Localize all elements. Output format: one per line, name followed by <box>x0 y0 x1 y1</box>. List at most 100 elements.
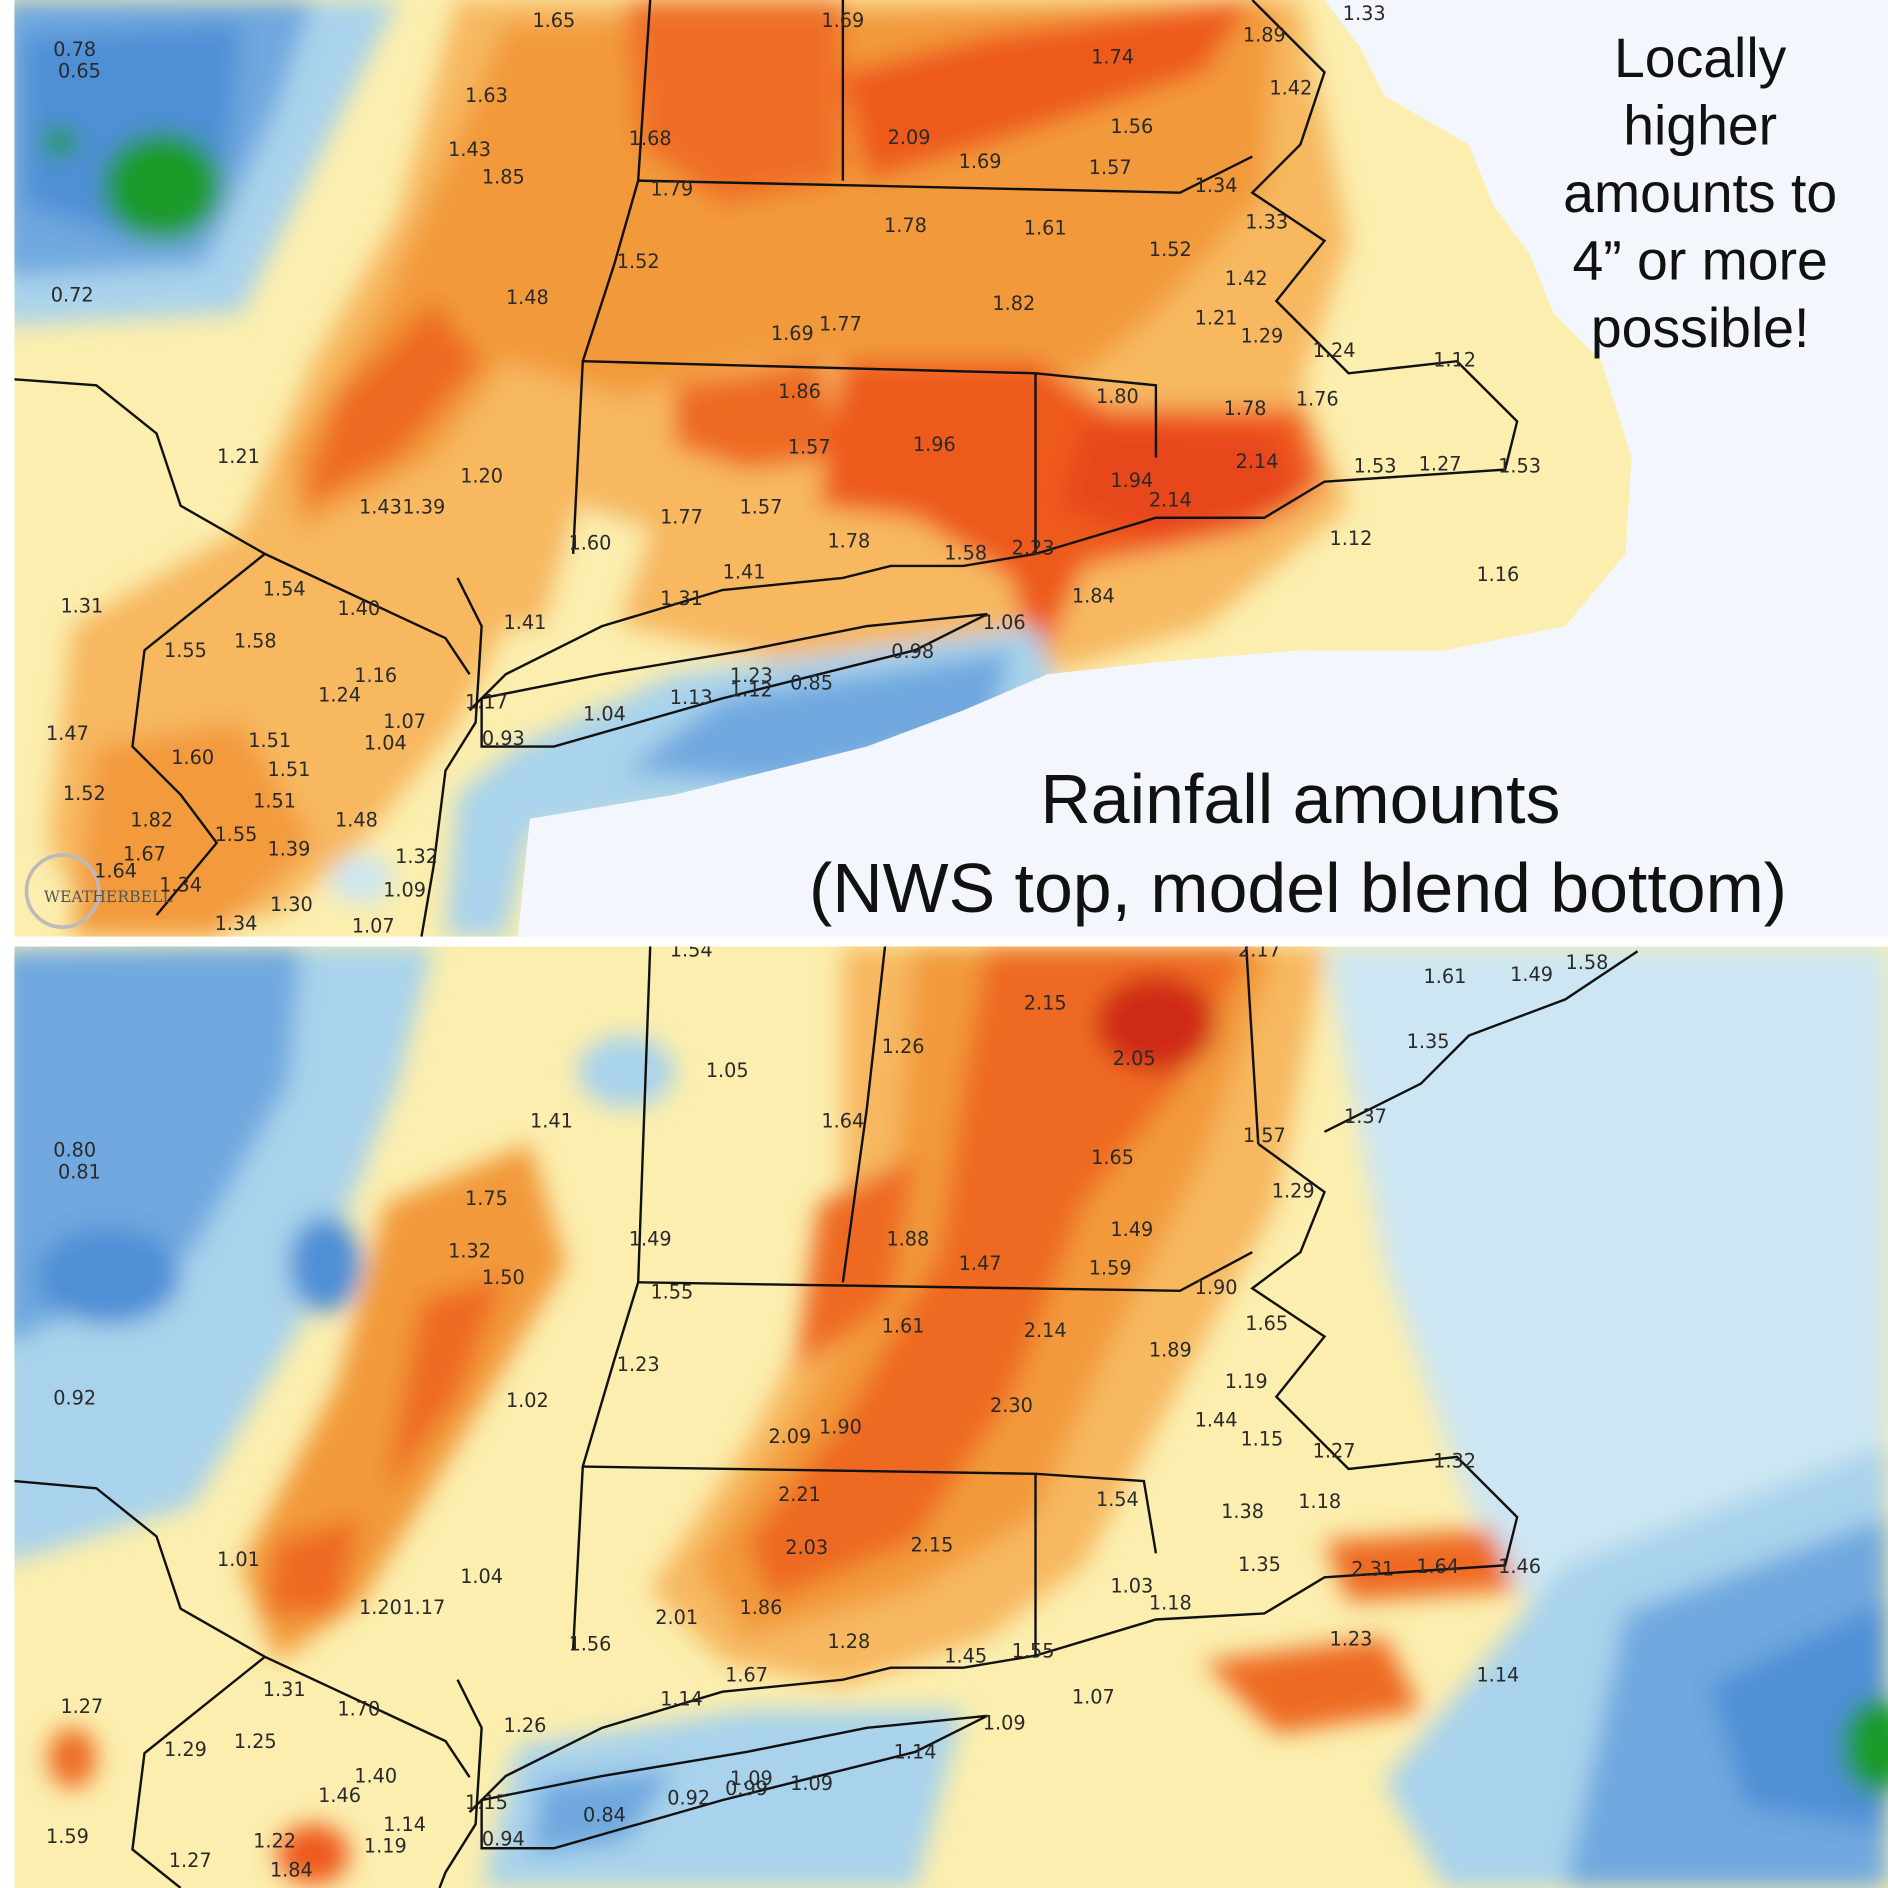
rain-label: 1.56 <box>1110 115 1153 138</box>
rain-label: 1.42 <box>1269 77 1312 100</box>
rain-label: 1.32 <box>395 845 438 868</box>
rain-label: 1.07 <box>1072 1685 1115 1708</box>
rain-field <box>14 0 1349 937</box>
rain-label: 1.41 <box>504 611 547 634</box>
rain-label: 1.37 <box>1344 1105 1387 1128</box>
rain-label: 1.82 <box>992 292 1035 315</box>
rain-label: 2.14 <box>1236 450 1279 473</box>
rain-label: 1.57 <box>1243 1124 1286 1147</box>
rain-label: 1.85 <box>482 166 525 189</box>
rain-label: 1.06 <box>983 611 1026 634</box>
rain-label: 1.52 <box>63 782 106 805</box>
rain-label: 1.76 <box>1296 387 1339 410</box>
rain-label: 0.98 <box>891 640 934 663</box>
rain-label: 1.47 <box>959 1252 1002 1275</box>
rain-label: 1.19 <box>364 1835 407 1858</box>
rain-label: 1.43 <box>448 138 491 161</box>
rain-label: 1.86 <box>778 380 821 403</box>
rain-label: 1.79 <box>650 178 693 201</box>
rain-label: 1.53 <box>1354 455 1397 478</box>
rain-label: 1.23 <box>1330 1627 1373 1650</box>
rain-label: 1.31 <box>660 587 703 610</box>
rain-label: 1.58 <box>1566 951 1609 974</box>
rain-label: 1.44 <box>1195 1408 1238 1431</box>
rain-label: 2.01 <box>655 1606 698 1629</box>
rain-label: 1.67 <box>123 842 166 865</box>
rain-label: 1.69 <box>771 322 814 345</box>
rain-label: 1.04 <box>583 703 626 726</box>
rain-label: 1.35 <box>1407 1030 1450 1053</box>
rain-label: 1.77 <box>819 313 862 336</box>
rain-label: 1.52 <box>617 250 660 273</box>
rain-label: 1.20 <box>359 1596 402 1619</box>
rain-label: 1.40 <box>337 597 380 620</box>
rain-label: 1.78 <box>884 214 927 237</box>
rain-label: 1.30 <box>270 893 313 916</box>
rain-label: 1.60 <box>171 746 214 769</box>
rain-label: 1.04 <box>364 732 407 755</box>
annotation-line: 4” or more <box>1572 230 1827 292</box>
rain-label: 1.46 <box>1498 1555 1541 1578</box>
rain-label: 1.50 <box>482 1266 525 1289</box>
rain-label: 1.46 <box>318 1784 361 1807</box>
rain-label: 1.45 <box>944 1644 987 1667</box>
rain-label: 1.32 <box>1433 1449 1476 1472</box>
rain-label: 1.24 <box>1313 339 1356 362</box>
rain-label: 1.13 <box>670 686 713 709</box>
rain-label: 1.03 <box>1110 1574 1153 1597</box>
rain-label: 0.85 <box>790 671 833 694</box>
rain-label: 1.20 <box>460 464 503 487</box>
divider <box>0 936 1888 947</box>
rain-label: 0.80 <box>53 1139 96 1162</box>
rain-label: 1.33 <box>1343 2 1386 25</box>
rain-label: 1.31 <box>263 1678 306 1701</box>
rain-label: 1.14 <box>894 1741 937 1764</box>
rain-label: 1.70 <box>337 1697 380 1720</box>
rain-label: 2.15 <box>911 1534 954 1557</box>
rain-label: 1.55 <box>164 639 207 662</box>
rain-label: 2.21 <box>778 1483 821 1506</box>
rain-label: 1.29 <box>1272 1180 1315 1203</box>
rain-label: 1.19 <box>1225 1370 1268 1393</box>
rain-label: 1.54 <box>670 939 713 962</box>
rain-label: 1.41 <box>530 1110 573 1133</box>
rain-label: 1.69 <box>821 9 864 32</box>
rain-label: 0.84 <box>583 1803 626 1826</box>
rain-label: 1.16 <box>354 664 397 687</box>
rain-label: 1.65 <box>532 9 575 32</box>
rain-label: 2.23 <box>1012 537 1055 560</box>
rain-label: 1.51 <box>268 758 311 781</box>
rain-label: 1.60 <box>569 532 612 555</box>
rain-label: 1.32 <box>448 1240 491 1263</box>
rain-label: 1.04 <box>460 1565 503 1588</box>
rain-label: 2.05 <box>1113 1047 1156 1070</box>
rain-label: 1.09 <box>790 1772 833 1795</box>
logo-text: WEATHERBELL <box>44 887 173 906</box>
title: Rainfall amounts (NWS top, model blend bo… <box>809 760 1787 927</box>
rain-label: 1.90 <box>819 1416 862 1439</box>
rain-label: 1.26 <box>504 1714 547 1737</box>
rain-label: 1.17 <box>402 1596 445 1619</box>
rain-label: 1.64 <box>821 1110 864 1133</box>
rain-label: 1.96 <box>913 433 956 456</box>
rain-label: 1.12 <box>1330 527 1373 550</box>
rain-label: 1.58 <box>944 541 987 564</box>
rain-label: 1.57 <box>788 435 831 458</box>
annotation-line: Locally <box>1614 27 1787 89</box>
rain-label: 1.86 <box>740 1596 783 1619</box>
rain-label: 1.29 <box>164 1738 207 1761</box>
rain-label: 1.84 <box>270 1859 313 1882</box>
rain-label: 1.63 <box>465 84 508 107</box>
rain-label: 1.61 <box>1423 965 1466 988</box>
rain-label: 1.12 <box>730 679 773 702</box>
rain-label: 1.57 <box>1089 156 1132 179</box>
rain-label: 2.31 <box>1351 1558 1394 1581</box>
rain-label: 1.28 <box>827 1630 870 1653</box>
rain-label: 1.09 <box>983 1712 1026 1735</box>
rain-label: 1.23 <box>730 664 773 687</box>
rain-label: 1.27 <box>1313 1440 1356 1463</box>
rain-label: 1.05 <box>706 1059 749 1082</box>
logo: WEATHERBELL <box>24 853 173 929</box>
rain-label: 1.23 <box>617 1353 660 1376</box>
